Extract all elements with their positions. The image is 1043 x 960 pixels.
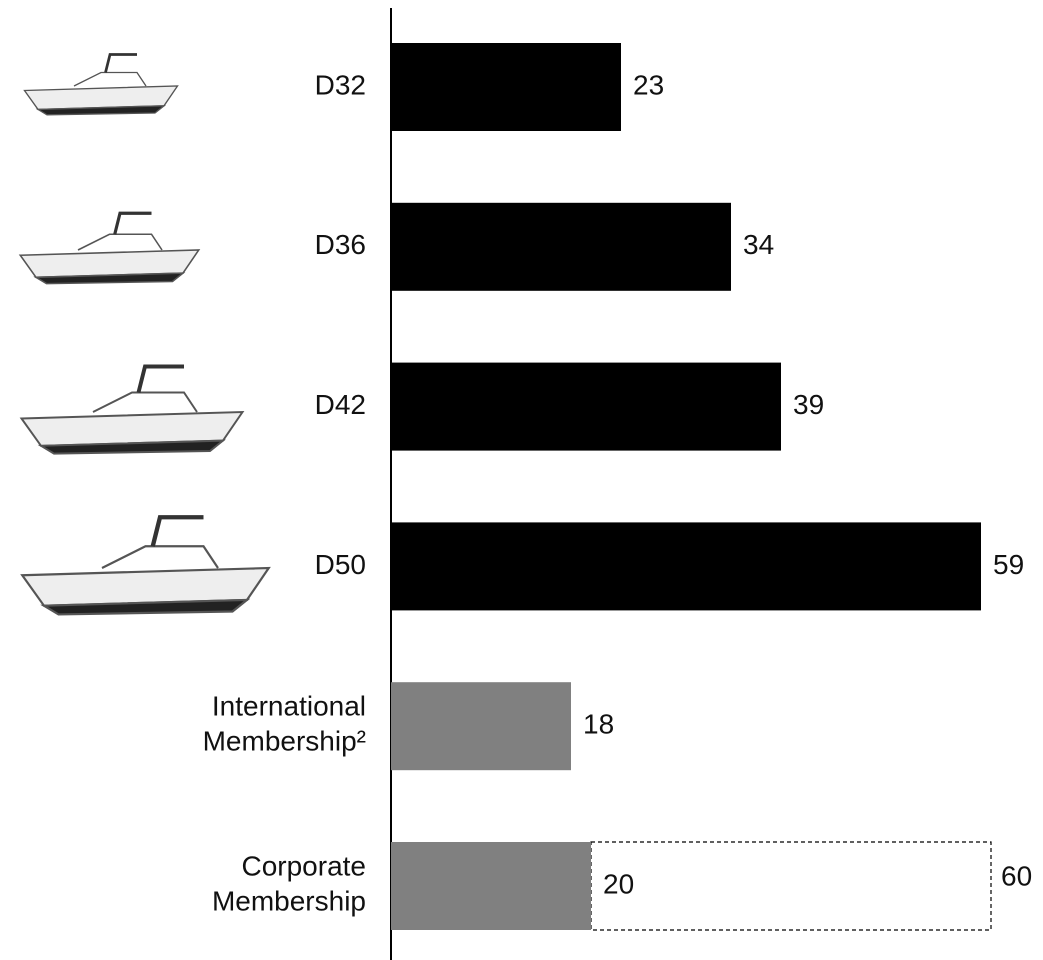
boat-images — [18, 53, 271, 616]
value-label: 39 — [793, 389, 824, 420]
category-label: D42 — [315, 389, 366, 420]
value-label: 20 — [603, 868, 634, 899]
value-label: 59 — [993, 549, 1024, 580]
value-label: 23 — [633, 69, 664, 100]
bar — [391, 202, 731, 291]
bar — [391, 682, 571, 771]
category-label: D32 — [315, 69, 366, 100]
target-label: 60 — [1001, 860, 1032, 891]
bar — [391, 362, 781, 451]
boat-image — [20, 515, 271, 616]
boat-image — [18, 211, 201, 285]
bar — [391, 522, 981, 611]
category-label: D36 — [315, 229, 366, 260]
boat-image — [23, 53, 179, 116]
value-label: 18 — [583, 709, 614, 740]
target-outline — [590, 841, 992, 931]
category-label: D50 — [315, 549, 366, 580]
category-label: International Membership² — [203, 691, 366, 757]
boat-image — [19, 364, 245, 455]
bar — [391, 842, 591, 930]
value-label: 34 — [743, 229, 774, 260]
category-label: Corporate Membership — [212, 851, 366, 917]
bar — [391, 43, 621, 131]
